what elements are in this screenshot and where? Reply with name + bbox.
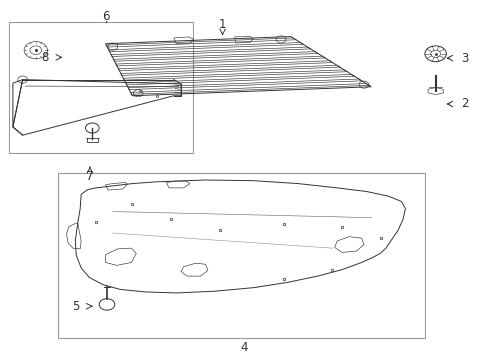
Text: 3: 3 bbox=[461, 51, 468, 64]
Bar bbox=[58, 173, 424, 338]
Text: 8: 8 bbox=[41, 51, 48, 64]
Text: 6: 6 bbox=[102, 10, 109, 23]
Text: 1: 1 bbox=[218, 18, 226, 31]
Text: 5: 5 bbox=[72, 300, 80, 313]
Bar bbox=[9, 22, 193, 153]
Text: 7: 7 bbox=[86, 170, 94, 183]
Bar bbox=[86, 138, 98, 141]
Text: 2: 2 bbox=[461, 98, 468, 111]
Text: 4: 4 bbox=[240, 341, 248, 354]
